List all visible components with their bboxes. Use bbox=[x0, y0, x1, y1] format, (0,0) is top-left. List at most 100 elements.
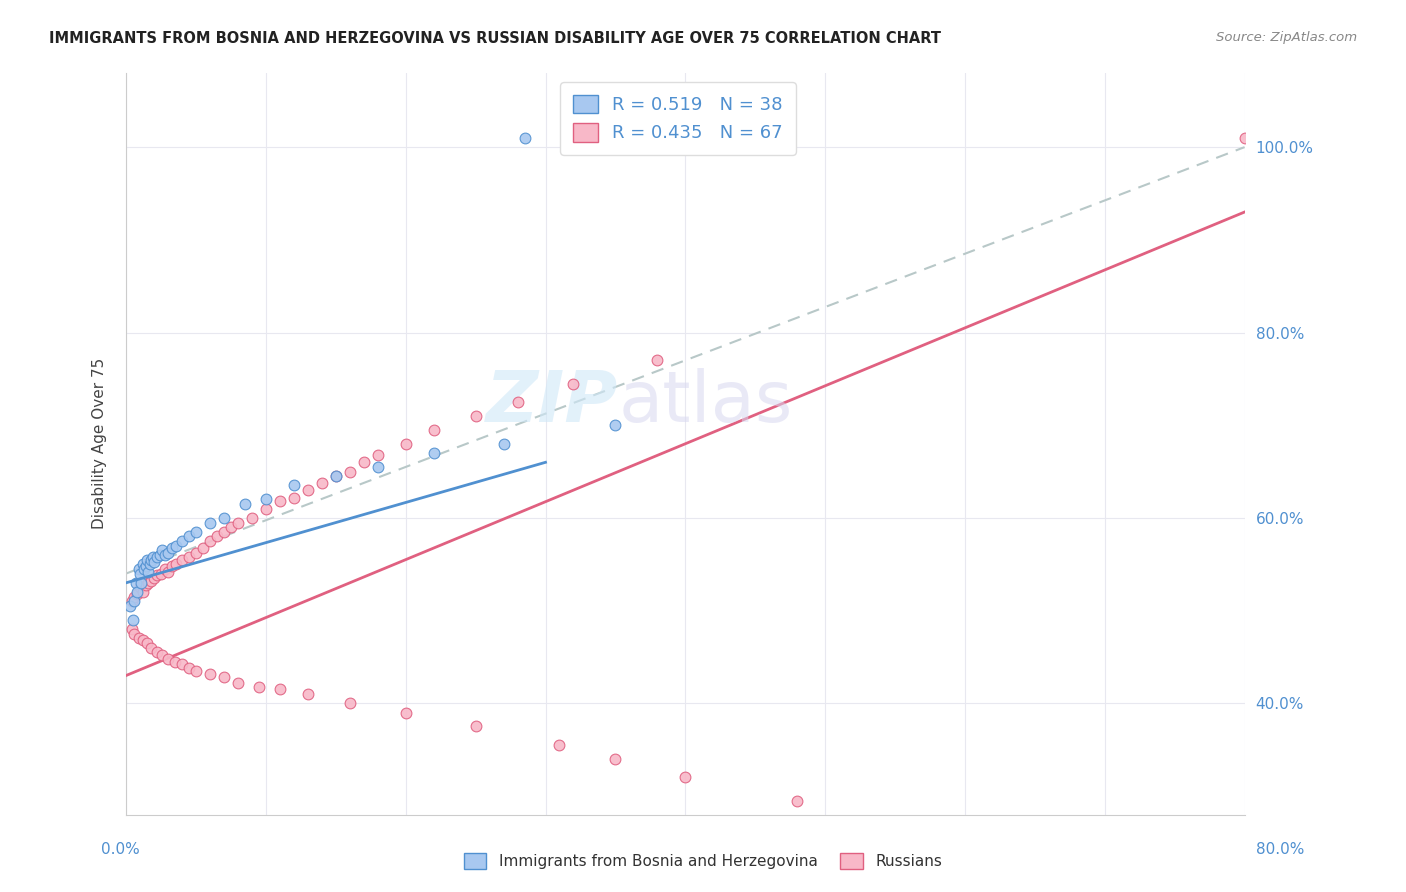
Point bbox=[177, 529, 200, 543]
Point bbox=[673, 771, 696, 785]
Point bbox=[605, 418, 627, 433]
Point bbox=[367, 459, 389, 474]
Point bbox=[395, 436, 418, 450]
Point bbox=[422, 423, 444, 437]
Text: 0.0%: 0.0% bbox=[101, 842, 141, 856]
Point bbox=[124, 594, 146, 608]
Point bbox=[157, 652, 180, 666]
Point bbox=[121, 622, 143, 636]
Point bbox=[152, 543, 174, 558]
Point bbox=[163, 655, 186, 669]
Point bbox=[269, 494, 291, 508]
Legend: Immigrants from Bosnia and Herzegovina, Russians: Immigrants from Bosnia and Herzegovina, … bbox=[457, 847, 949, 875]
Point bbox=[311, 475, 333, 490]
Point bbox=[149, 548, 172, 562]
Point bbox=[605, 752, 627, 766]
Point bbox=[155, 562, 177, 576]
Point bbox=[353, 455, 375, 469]
Point bbox=[170, 552, 193, 566]
Point bbox=[143, 571, 166, 585]
Point bbox=[127, 587, 149, 601]
Point bbox=[132, 558, 155, 572]
Point bbox=[141, 640, 163, 655]
Point bbox=[146, 645, 169, 659]
Point bbox=[157, 565, 180, 579]
Point bbox=[124, 590, 146, 604]
Point bbox=[170, 534, 193, 549]
Point bbox=[297, 483, 319, 497]
Point bbox=[1233, 131, 1256, 145]
Point bbox=[548, 738, 571, 752]
Point bbox=[120, 599, 142, 613]
Point bbox=[212, 670, 235, 684]
Text: IMMIGRANTS FROM BOSNIA AND HERZEGOVINA VS RUSSIAN DISABILITY AGE OVER 75 CORRELA: IMMIGRANTS FROM BOSNIA AND HERZEGOVINA V… bbox=[49, 31, 941, 46]
Point bbox=[129, 566, 152, 581]
Point bbox=[325, 469, 347, 483]
Point bbox=[146, 549, 169, 564]
Point bbox=[135, 577, 157, 591]
Point bbox=[184, 546, 207, 560]
Point bbox=[142, 549, 165, 564]
Y-axis label: Disability Age Over 75: Disability Age Over 75 bbox=[93, 359, 107, 529]
Point bbox=[177, 661, 200, 675]
Point bbox=[254, 492, 277, 507]
Point bbox=[184, 524, 207, 539]
Point bbox=[226, 676, 249, 690]
Point bbox=[129, 581, 152, 595]
Point bbox=[205, 529, 228, 543]
Point bbox=[157, 546, 180, 560]
Point bbox=[198, 516, 221, 530]
Point bbox=[136, 552, 159, 566]
Point bbox=[513, 131, 536, 145]
Point bbox=[125, 575, 148, 590]
Text: atlas: atlas bbox=[619, 368, 793, 437]
Point bbox=[219, 520, 242, 534]
Point bbox=[212, 511, 235, 525]
Point bbox=[124, 627, 146, 641]
Point bbox=[339, 465, 361, 479]
Point bbox=[150, 566, 173, 581]
Text: ZIP: ZIP bbox=[486, 368, 619, 437]
Point bbox=[562, 376, 585, 391]
Point bbox=[191, 541, 214, 555]
Point bbox=[240, 511, 263, 525]
Point bbox=[198, 534, 221, 549]
Point bbox=[464, 719, 486, 733]
Point bbox=[198, 666, 221, 681]
Point bbox=[177, 549, 200, 564]
Point bbox=[165, 558, 187, 572]
Point bbox=[160, 541, 183, 555]
Point bbox=[121, 594, 143, 608]
Point bbox=[647, 353, 669, 368]
Point bbox=[128, 562, 150, 576]
Point bbox=[283, 491, 305, 505]
Point bbox=[131, 575, 153, 590]
Point bbox=[233, 497, 256, 511]
Point bbox=[141, 574, 163, 588]
Point bbox=[492, 436, 515, 450]
Point bbox=[247, 680, 270, 694]
Point bbox=[132, 633, 155, 648]
Point bbox=[132, 585, 155, 599]
Point bbox=[128, 632, 150, 646]
Point bbox=[339, 696, 361, 710]
Point bbox=[422, 446, 444, 460]
Point bbox=[212, 524, 235, 539]
Point bbox=[170, 657, 193, 672]
Point bbox=[134, 562, 156, 576]
Text: 80.0%: 80.0% bbox=[1257, 842, 1305, 856]
Point bbox=[464, 409, 486, 423]
Text: Source: ZipAtlas.com: Source: ZipAtlas.com bbox=[1216, 31, 1357, 45]
Point bbox=[226, 516, 249, 530]
Point bbox=[160, 559, 183, 574]
Point bbox=[143, 556, 166, 570]
Point bbox=[325, 469, 347, 483]
Point bbox=[155, 548, 177, 562]
Point bbox=[136, 636, 159, 650]
Legend: R = 0.519   N = 38, R = 0.435   N = 67: R = 0.519 N = 38, R = 0.435 N = 67 bbox=[560, 82, 796, 155]
Point bbox=[283, 478, 305, 492]
Point bbox=[395, 706, 418, 720]
Point bbox=[297, 687, 319, 701]
Point bbox=[135, 559, 157, 574]
Point bbox=[138, 565, 160, 579]
